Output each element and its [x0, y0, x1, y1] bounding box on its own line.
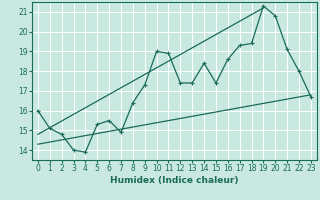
- X-axis label: Humidex (Indice chaleur): Humidex (Indice chaleur): [110, 176, 239, 185]
